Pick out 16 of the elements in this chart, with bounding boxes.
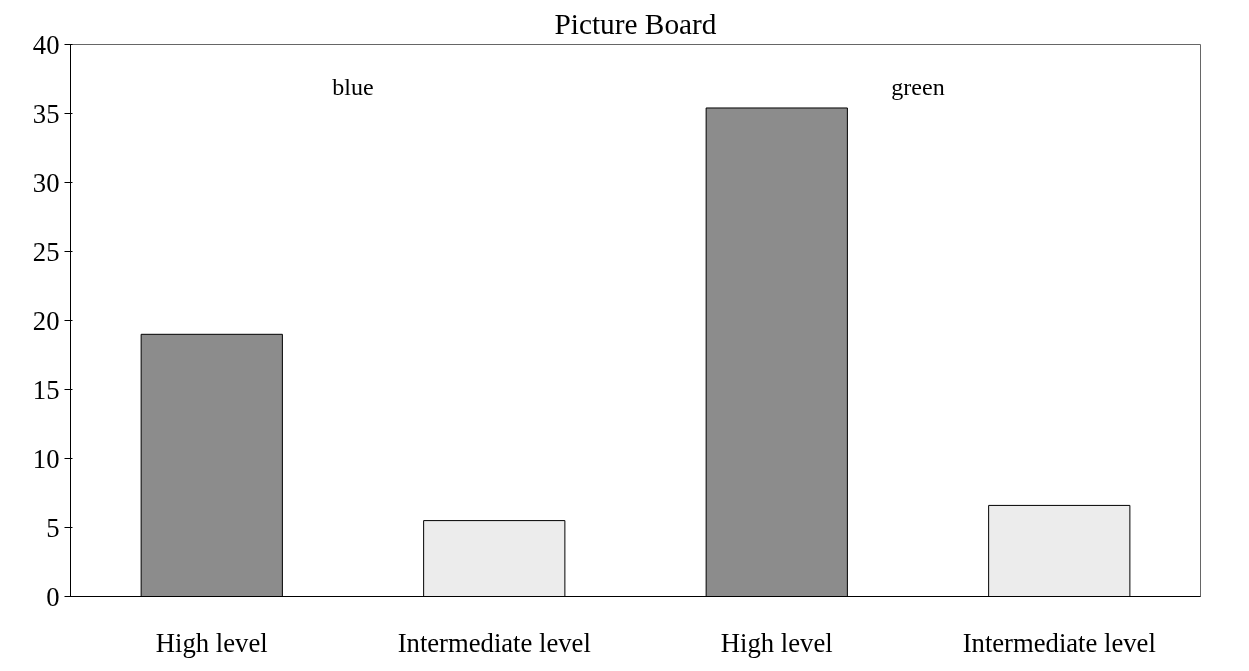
y-tick-label: 10: [32, 443, 60, 474]
y-tick-label: 30: [32, 167, 60, 198]
y-tick-label: 15: [32, 374, 60, 405]
y-tick-label: 25: [32, 236, 60, 267]
x-tick-label: Intermediate level: [397, 627, 591, 658]
y-tick-label: 40: [32, 29, 60, 60]
x-tick-label: High level: [155, 627, 268, 658]
annotation: blue: [332, 73, 374, 100]
y-tick-label: 35: [32, 98, 60, 129]
y-tick-label: 0: [46, 581, 60, 612]
chart-title: Picture Board: [554, 7, 717, 40]
annotation: green: [891, 73, 945, 100]
x-tick-label: High level: [720, 627, 833, 658]
x-tick-label: Intermediate level: [962, 627, 1156, 658]
y-tick-label: 20: [32, 305, 60, 336]
y-tick-label: 5: [46, 512, 60, 543]
